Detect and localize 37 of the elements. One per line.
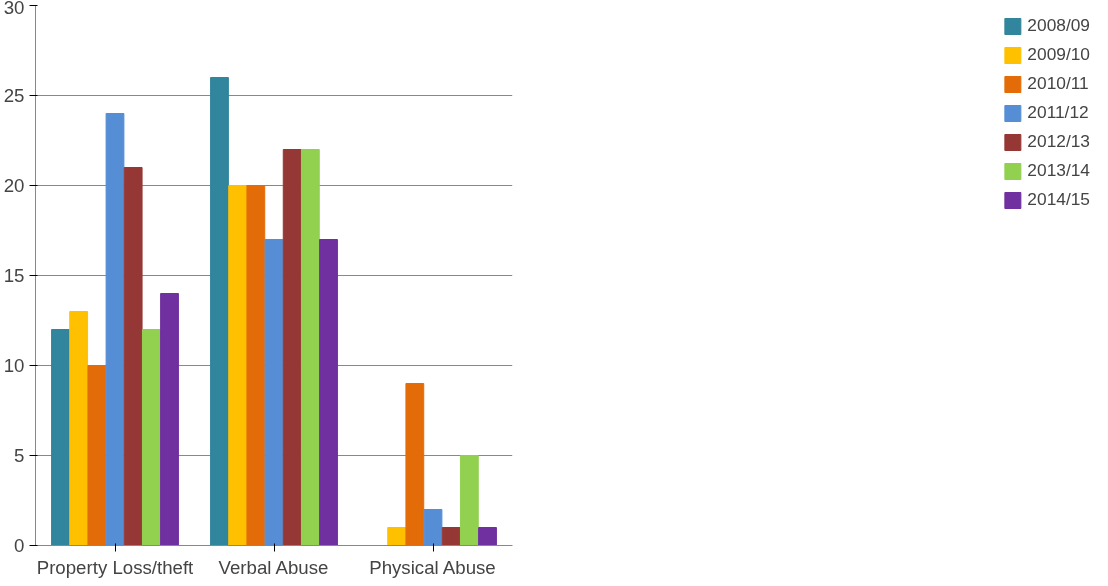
bar	[141, 329, 161, 546]
legend-label: 2010/11	[1027, 73, 1089, 94]
y-tick-label: 25	[3, 85, 25, 106]
bar	[264, 239, 284, 546]
bar	[441, 527, 461, 546]
y-tick-label: 20	[3, 175, 25, 196]
bar	[405, 383, 425, 546]
x-tick-label: Property Loss/theft	[36, 556, 195, 578]
bar	[246, 185, 266, 546]
legend-label: 2014/15	[1027, 189, 1090, 210]
bar	[87, 365, 107, 546]
bar	[478, 527, 497, 546]
bar	[282, 149, 302, 546]
bar	[160, 293, 179, 546]
y-tick-label: 5	[14, 445, 25, 466]
x-tick-label: Physical Abuse	[369, 556, 496, 578]
bar	[228, 185, 248, 546]
legend-label: 2013/14	[1027, 160, 1090, 181]
legend-label: 2008/09	[1027, 15, 1090, 36]
bar	[387, 527, 407, 546]
legend-label: 2009/10	[1027, 44, 1090, 65]
bar	[423, 509, 443, 546]
legend-label: 2012/13	[1027, 131, 1090, 152]
bar	[300, 149, 320, 546]
bar	[459, 455, 479, 546]
bar	[210, 77, 229, 546]
bar	[319, 239, 338, 546]
bar	[123, 167, 143, 546]
bar	[51, 329, 70, 546]
y-tick-label: 10	[3, 355, 25, 376]
y-tick-label: 15	[3, 265, 25, 286]
legend-label: 2011/12	[1027, 102, 1089, 123]
y-tick-label: 0	[14, 535, 25, 556]
y-tick-label: 30	[3, 0, 25, 18]
bar	[69, 311, 89, 546]
bar	[105, 113, 125, 546]
x-tick-label: Verbal Abuse	[218, 556, 329, 578]
